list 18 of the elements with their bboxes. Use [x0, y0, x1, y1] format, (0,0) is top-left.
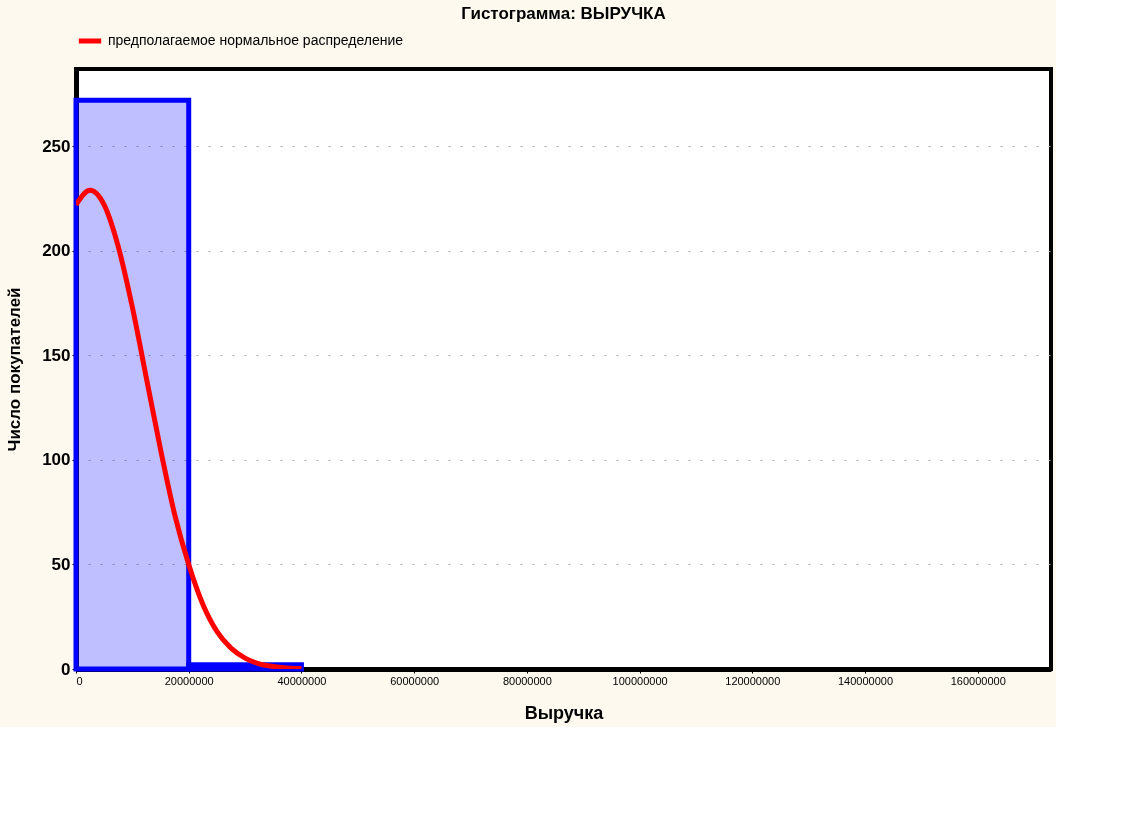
chart-title: Гистограмма: ВЫРУЧКА [461, 4, 666, 23]
x-tick-label: 120000000 [725, 674, 781, 687]
y-axis-title: Число покупателей [5, 287, 25, 452]
y-tick-label: 50 [51, 554, 71, 574]
legend-label: предполагаемое нормальное распределение [108, 32, 404, 48]
y-tick-label: 200 [42, 241, 71, 261]
y-tick-label: 150 [42, 345, 71, 365]
y-tick-label: 250 [42, 136, 71, 156]
x-tick-label: 80000000 [502, 674, 552, 687]
x-tick-label: 20000000 [164, 674, 214, 687]
x-tick-label: 0 [76, 674, 83, 687]
y-tick-label: 100 [42, 450, 71, 470]
x-tick-label: 100000000 [612, 674, 668, 687]
x-tick-label: 140000000 [837, 674, 894, 687]
x-tick-label: 40000000 [277, 674, 327, 687]
x-axis-title: Выручка [524, 702, 605, 723]
x-tick-label: 60000000 [390, 674, 440, 687]
x-tick-label: 160000000 [950, 674, 1006, 687]
